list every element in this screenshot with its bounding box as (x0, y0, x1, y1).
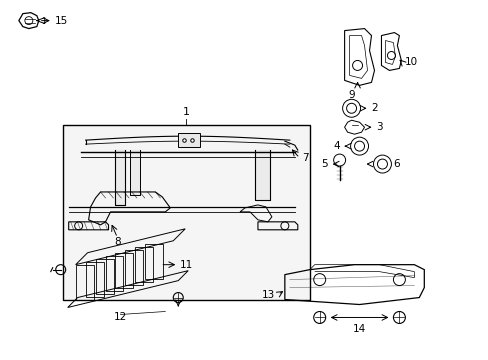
Text: 1: 1 (183, 107, 189, 117)
Text: 11: 11 (180, 260, 193, 270)
Text: 4: 4 (332, 141, 339, 151)
Text: 5: 5 (321, 159, 327, 169)
Bar (62, 125, 309, 300)
Text: 10: 10 (404, 58, 417, 67)
Text: 9: 9 (347, 90, 354, 100)
Text: 6: 6 (393, 159, 399, 169)
Bar (178, 133, 200, 147)
Text: 7: 7 (301, 153, 308, 163)
Text: 12: 12 (114, 312, 127, 323)
Text: 13: 13 (261, 289, 274, 300)
Text: 8: 8 (114, 237, 121, 247)
Text: 3: 3 (376, 122, 382, 132)
Text: 15: 15 (55, 15, 68, 26)
Text: 2: 2 (371, 103, 377, 113)
Text: 14: 14 (352, 324, 366, 334)
